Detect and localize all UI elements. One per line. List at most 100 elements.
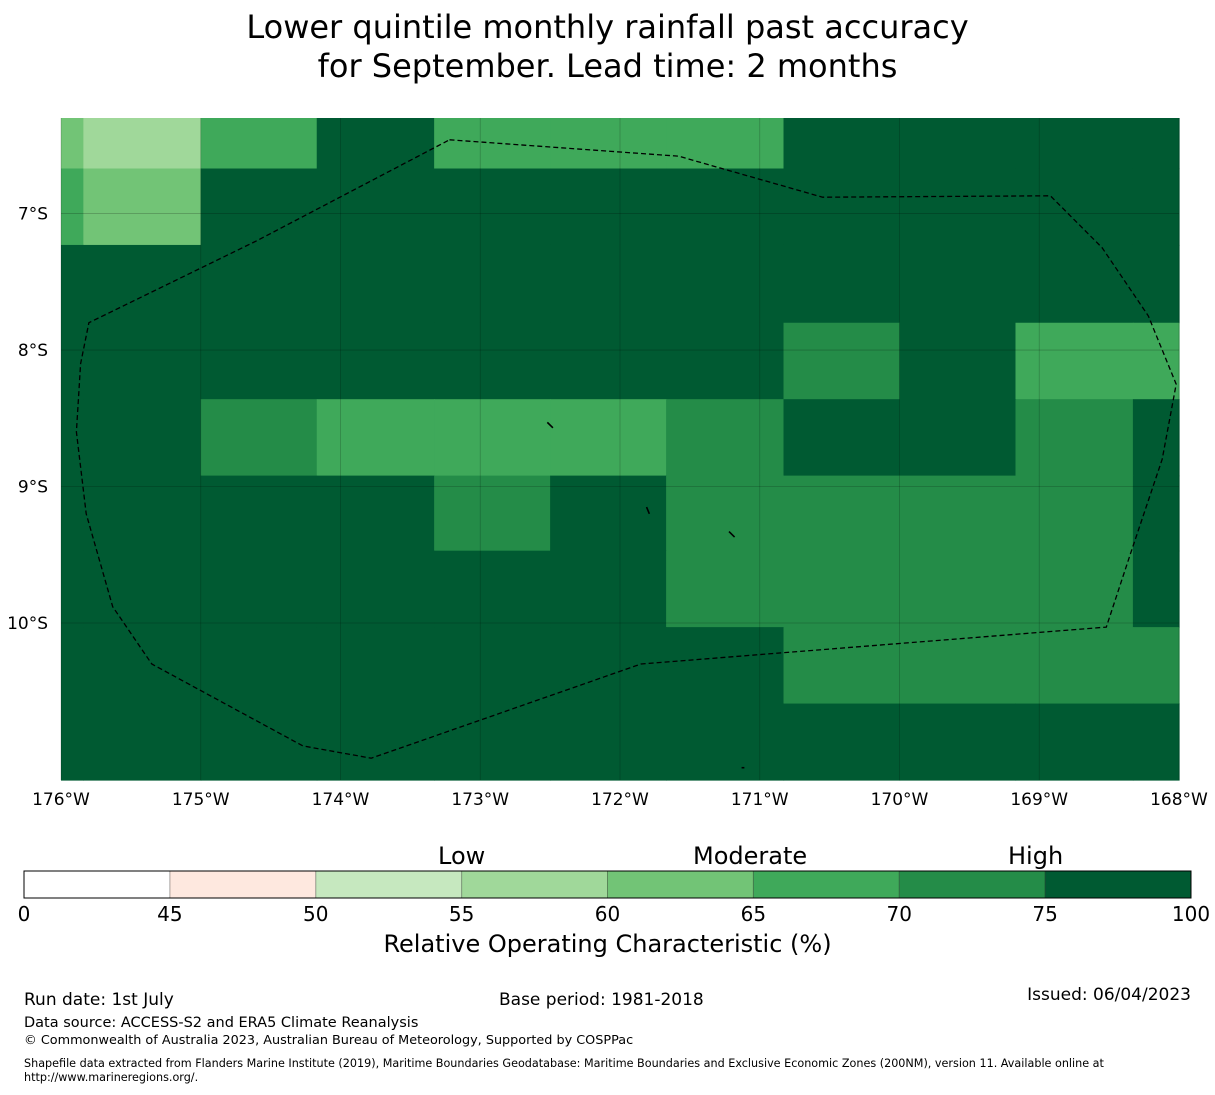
grid-cell <box>434 399 551 477</box>
grid-cell <box>200 118 318 170</box>
latitude-tick-label: 9°S <box>18 478 48 498</box>
colorbar-segment <box>753 871 900 898</box>
colorbar-segment <box>607 871 754 898</box>
issued-date: Issued: 06/04/2023 <box>1027 985 1191 1005</box>
longitude-tick-label: 175°W <box>172 790 230 810</box>
grid-cell <box>550 703 667 781</box>
colorbar-tick-label: 0 <box>18 902 31 926</box>
grid-cell <box>434 118 551 170</box>
grid-cell <box>550 168 667 246</box>
grid-cell <box>783 244 901 324</box>
colorbar-tick-label: 100 <box>1172 902 1210 926</box>
grid-cell <box>316 399 435 477</box>
grid-cell <box>1132 244 1180 324</box>
grid-cell <box>61 244 84 324</box>
grid-cell <box>666 399 785 477</box>
grid-cell <box>1132 118 1180 170</box>
longitude-tick-labels: 176°W 175°W 174°W 173°W 172°W 171°W 170°W 169°W… <box>32 790 1208 810</box>
longitude-tick-label: 174°W <box>312 790 370 810</box>
grid-cell <box>1015 118 1134 170</box>
grid-cell <box>550 550 667 628</box>
latitude-tick-label: 7°S <box>18 205 48 225</box>
longitude-tick-label: 173°W <box>451 790 509 810</box>
grid-cell <box>61 627 84 705</box>
longitude-tick-label: 171°W <box>731 790 789 810</box>
grid-cell <box>550 244 667 324</box>
grid-cell <box>1015 550 1134 628</box>
colorbar-outline <box>23 870 1192 899</box>
colorbar-segment <box>461 871 608 898</box>
grid-cell <box>899 550 1017 628</box>
grid-cell <box>200 550 318 628</box>
colorbar-tick-label: 65 <box>741 902 766 926</box>
colorbar-axis-label: Relative Operating Characteristic (%) <box>383 930 832 958</box>
grid-cell <box>666 627 785 705</box>
grid-cell <box>899 475 1017 552</box>
data-source: Data source: ACCESS-S2 and ERA5 Climate … <box>24 1015 419 1031</box>
shapefile-credit-line1: Shapefile data extracted from Flanders M… <box>24 1057 1104 1070</box>
colorbar-tick-label: 55 <box>449 902 474 926</box>
grid-cell <box>83 627 202 705</box>
grid-cell <box>316 118 435 170</box>
grid-cell <box>61 399 84 477</box>
grid-cell <box>61 475 84 552</box>
colorbar-tick-label: 50 <box>303 902 328 926</box>
grid-cell <box>200 475 318 552</box>
grid-cell <box>200 322 318 400</box>
grid-cell <box>434 627 551 705</box>
grid-cell <box>434 244 551 324</box>
grid-cell <box>316 550 435 628</box>
grid-cell <box>200 244 318 324</box>
grid-cell <box>1015 475 1134 552</box>
graticule-lines <box>60 118 1180 780</box>
grid-cell <box>666 475 785 552</box>
grid-cell <box>550 627 667 705</box>
colorbar-segment <box>169 871 316 898</box>
grid-cell <box>783 118 901 170</box>
grid-cell <box>1132 322 1180 400</box>
grid-cell <box>783 703 901 781</box>
colorbar-tick-label: 60 <box>595 902 620 926</box>
grid-cell <box>1015 322 1134 400</box>
grid-cell <box>1132 550 1180 628</box>
grid-cell <box>783 475 901 552</box>
grid-cell <box>83 703 202 781</box>
latitude-tick-labels: 7°S 8°S 9°S 10°S <box>7 205 48 634</box>
longitude-tick-label: 170°W <box>871 790 929 810</box>
grid-cell <box>83 399 202 477</box>
colorbar-tick-label: 70 <box>887 902 912 926</box>
colorbar-tick-labels: 0 45 50 55 60 65 70 75 100 <box>18 902 1210 926</box>
grid-cell <box>316 703 435 781</box>
longitude-tick-label: 176°W <box>32 790 90 810</box>
grid-cell <box>83 475 202 552</box>
grid-cell <box>200 399 318 477</box>
grid-cell <box>316 168 435 246</box>
longitude-tick-label: 168°W <box>1150 790 1208 810</box>
map-title-line2: for September. Lead time: 2 months <box>317 47 898 85</box>
grid-cell <box>899 627 1017 705</box>
grid-cell <box>1015 168 1134 246</box>
colorbar-category-high: High <box>1008 842 1064 870</box>
grid-cell <box>666 550 785 628</box>
colorbar <box>23 870 1192 899</box>
colorbar-segment <box>24 871 170 898</box>
island-coastline <box>645 506 651 515</box>
grid-cell <box>899 118 1017 170</box>
grid-cell <box>434 168 551 246</box>
grid-cell <box>899 322 1017 400</box>
grid-cell <box>550 322 667 400</box>
grid-cell <box>434 703 551 781</box>
grid-cell <box>316 322 435 400</box>
grid-cell <box>83 244 202 324</box>
island-coastlines <box>546 421 745 769</box>
grid-cell <box>316 627 435 705</box>
island-coastline <box>546 421 554 429</box>
grid-cell <box>200 168 318 246</box>
colorbar-tick-label: 75 <box>1032 902 1057 926</box>
eez-boundary <box>75 139 1177 759</box>
grid-cell <box>783 627 901 705</box>
island-coastline <box>728 531 736 538</box>
run-date: Run date: 1st July <box>24 990 174 1010</box>
grid-cell <box>1015 244 1134 324</box>
grid-cell <box>316 475 435 552</box>
